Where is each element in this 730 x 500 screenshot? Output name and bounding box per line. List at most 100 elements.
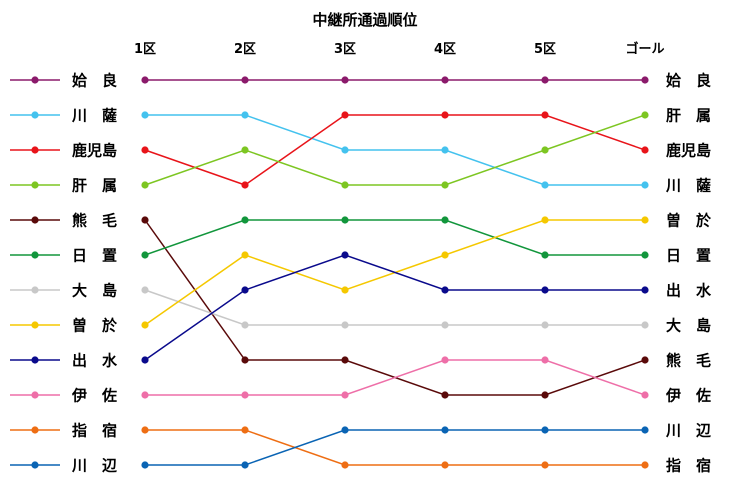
data-point [241, 251, 249, 259]
data-point [541, 286, 549, 294]
final-rank-label: 伊 佐 [665, 387, 711, 405]
final-rank-label: 姶 良 [666, 72, 711, 90]
data-point [341, 356, 349, 364]
series-line [144, 219, 645, 256]
data-point [341, 146, 349, 154]
final-rank-labels: 姶 良川 薩 鹿児島 肝 属熊 毛 日 置大 島 曽 於出 水伊 佐指 宿 川 辺 [665, 72, 712, 475]
data-point [641, 426, 649, 434]
column-label: 4区 [434, 42, 456, 57]
data-point [541, 251, 549, 259]
column-label: 5区 [534, 42, 556, 57]
data-point [141, 251, 149, 259]
data-point [541, 391, 549, 399]
final-rank-label: 熊 毛 [666, 352, 711, 370]
legend-marker [31, 76, 39, 84]
data-point [641, 111, 649, 119]
data-point [541, 76, 549, 84]
data-point [341, 76, 349, 84]
data-point [241, 356, 249, 364]
data-point [141, 111, 149, 119]
data-point [541, 461, 549, 469]
data-point [441, 321, 449, 329]
legend-label: 大 島 [72, 282, 117, 300]
legend-label: 熊 毛 [72, 212, 117, 230]
data-point [241, 181, 249, 189]
data-point [641, 146, 649, 154]
column-label: 3区 [334, 42, 356, 57]
data-point [641, 251, 649, 259]
data-point [341, 391, 349, 399]
data-point [441, 461, 449, 469]
legend-marker [31, 356, 39, 364]
data-point [241, 426, 249, 434]
data-point [241, 216, 249, 224]
data-point [241, 286, 249, 294]
final-rank-label: 曽 於 [666, 212, 712, 230]
final-rank-label: 肝 属 [666, 107, 711, 125]
final-rank-label: 川 薩 [665, 177, 711, 195]
data-point [141, 321, 149, 329]
data-point [341, 216, 349, 224]
series-line [144, 114, 646, 186]
data-point [441, 391, 449, 399]
legend-marker [31, 111, 39, 119]
legend-label: 指 宿 [72, 422, 117, 440]
data-point [541, 181, 549, 189]
data-point [541, 111, 549, 119]
data-point [641, 216, 649, 224]
data-point [541, 216, 549, 224]
data-point [341, 426, 349, 434]
data-point [341, 111, 349, 119]
series-line [144, 289, 645, 326]
final-rank-label: 鹿児島 [666, 142, 711, 160]
column-labels: 1区 2区 3区 4区 5区 ゴール [134, 41, 665, 57]
data-point [341, 181, 349, 189]
chart-title: 中継所通過順位 [312, 11, 417, 29]
series-line [145, 429, 645, 466]
legend-marker [31, 321, 39, 329]
legend-marker [31, 216, 39, 224]
final-rank-label: 出 水 [666, 282, 712, 300]
data-point [541, 321, 549, 329]
data-point [641, 181, 649, 189]
legend-marker [31, 391, 39, 399]
data-point [141, 146, 149, 154]
data-point [641, 461, 649, 469]
data-point [641, 76, 649, 84]
data-point [441, 111, 449, 119]
legend-label: 鹿児島 [72, 142, 117, 160]
data-point [141, 286, 149, 294]
data-point [541, 426, 549, 434]
series-line [144, 114, 646, 186]
legend-label: 川 薩 [71, 107, 117, 125]
legend-label: 姶 良 [72, 72, 117, 90]
data-point [341, 251, 349, 259]
data-point [141, 181, 149, 189]
legend-marker [31, 181, 39, 189]
data-point [241, 111, 249, 119]
final-rank-label: 日 置 [666, 247, 711, 265]
data-point [341, 321, 349, 329]
legend-label: 曽 於 [72, 317, 118, 335]
data-point [341, 461, 349, 469]
series-line [144, 254, 645, 361]
data-point [641, 391, 649, 399]
data-point [241, 461, 249, 469]
data-point [241, 321, 249, 329]
data-point [241, 76, 249, 84]
data-point [541, 146, 549, 154]
series-lines [141, 76, 649, 469]
series-line [145, 359, 646, 396]
final-rank-label: 大 島 [666, 317, 711, 335]
data-point [441, 426, 449, 434]
data-point [441, 251, 449, 259]
data-point [641, 356, 649, 364]
series-line [145, 114, 645, 186]
data-point [141, 356, 149, 364]
legend-label: 肝 属 [72, 177, 117, 195]
legend-label: 伊 佐 [71, 387, 117, 405]
legend-marker [31, 146, 39, 154]
series-line [145, 429, 645, 466]
